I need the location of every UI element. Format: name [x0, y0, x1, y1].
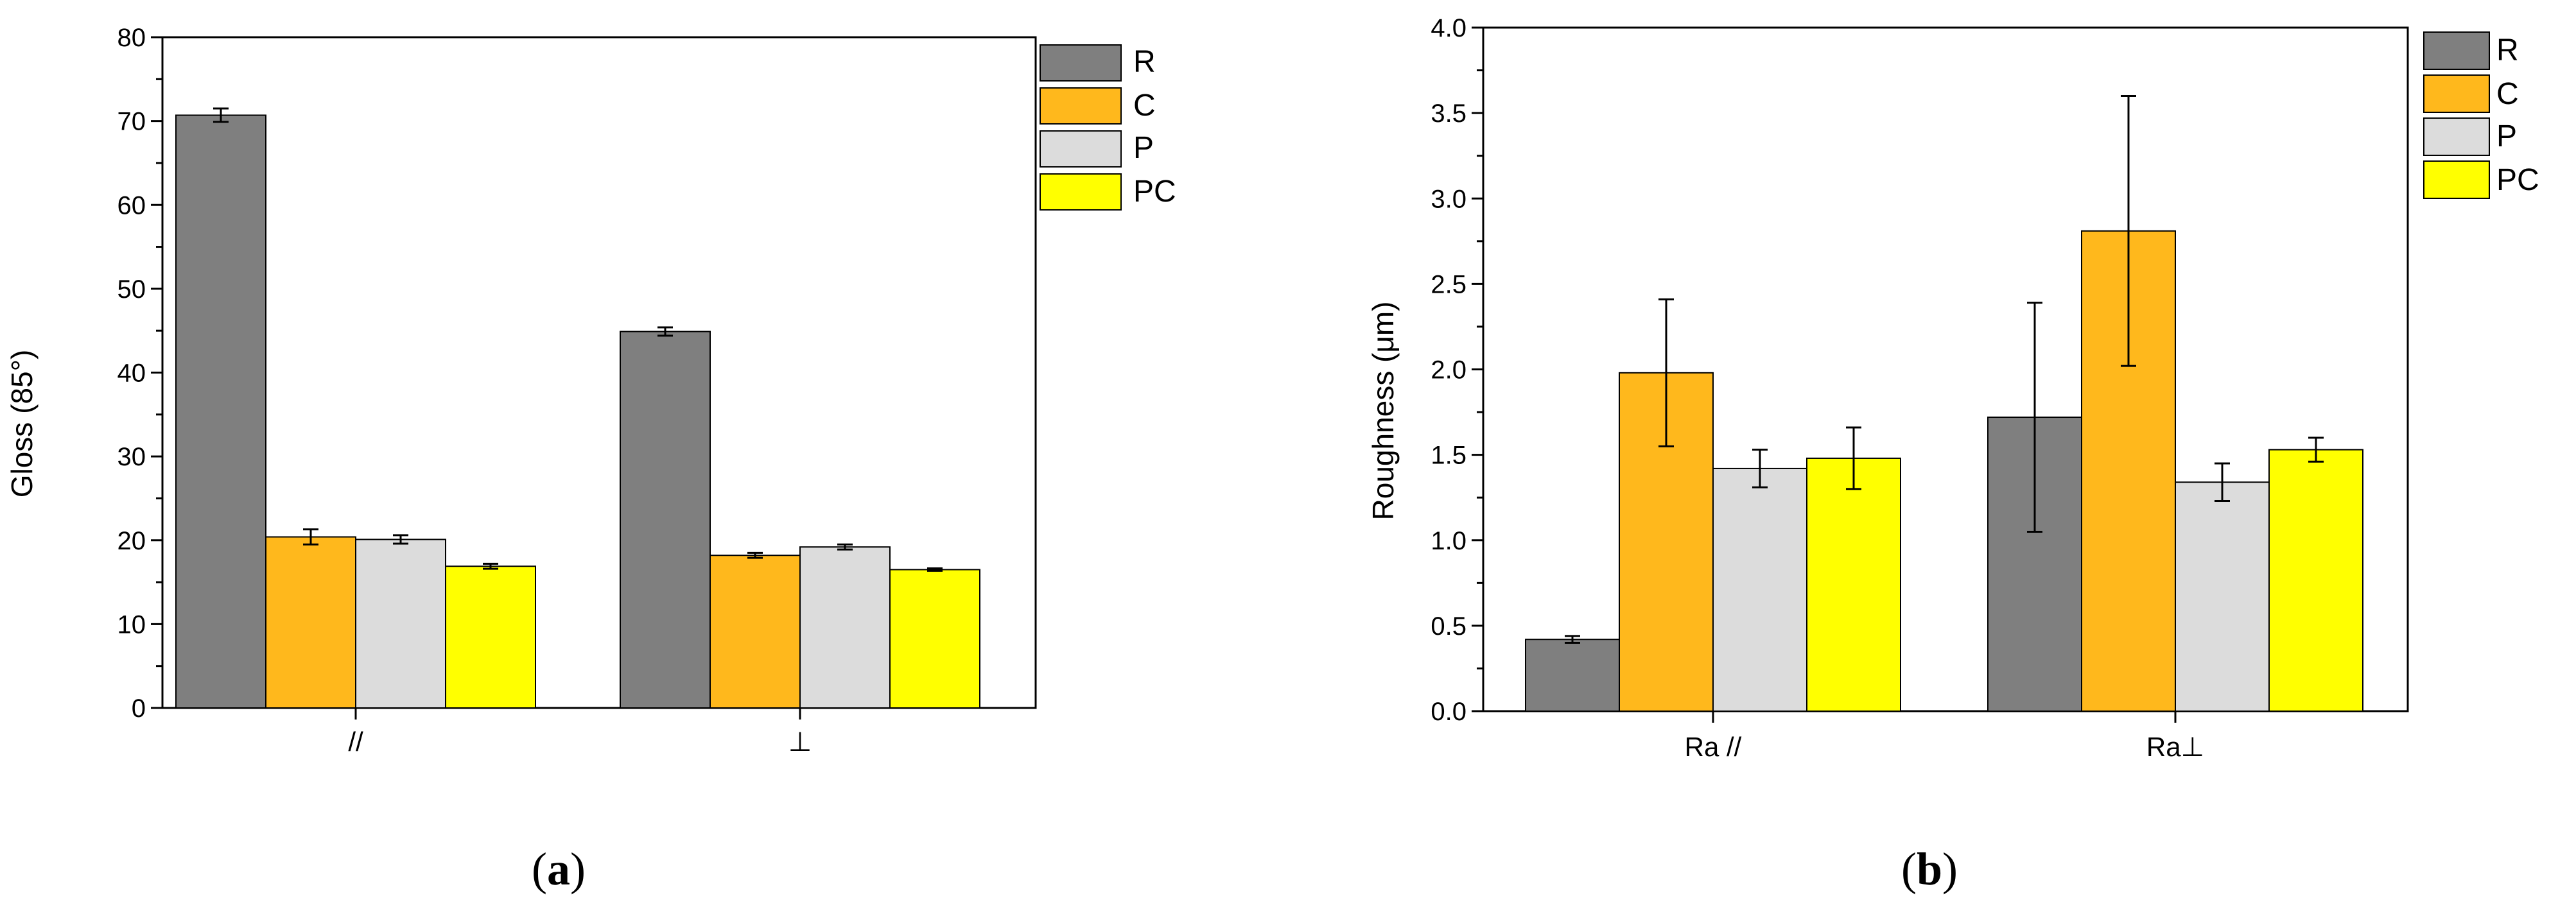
panel-a-bar-pc-0: [445, 565, 536, 709]
panel-b-chart: Roughness (μm) Ra // Ra⊥ (b) R C P PC 0.…: [1366, 14, 2539, 895]
panel-b-bar-p-1: [2175, 481, 2270, 712]
panel-b-legend: R C P PC: [2496, 33, 2539, 197]
panel-a-y-axis-title: Gloss (85°): [5, 350, 39, 498]
panel-b-letter: b: [1917, 843, 1942, 895]
panel-a-y-tick-label: 40: [117, 359, 146, 388]
panel-b-legend-swatch-c: [2423, 74, 2490, 113]
panel-b-bar-r-0: [1525, 639, 1620, 712]
panel-a-legend-swatch-c: [1040, 87, 1122, 125]
panel-a-legend-label-r: R: [1133, 45, 1156, 79]
panel-a-letter: a: [547, 843, 570, 895]
panel-b-bar-pc-0: [1806, 457, 1901, 712]
panel-b-y-tick-label: 1.5: [1431, 442, 1466, 470]
panel-b-y-tick-label: 4.0: [1431, 14, 1466, 42]
panel-a-y-tick-label: 50: [117, 275, 146, 304]
panel-b-y-tick-label: 3.0: [1431, 185, 1466, 213]
panel-a-legend: R C P PC: [1133, 45, 1176, 209]
panel-a-legend-label-pc: PC: [1133, 175, 1176, 209]
panel-a-y-tick-label: 10: [117, 610, 146, 639]
panel-b-y-axis-title: Roughness (μm): [1366, 302, 1400, 521]
panel-a-legend-label-c: C: [1133, 89, 1156, 123]
panel-a-bar-p-1: [799, 546, 891, 709]
panel-a-y-tick-label: 0: [132, 694, 146, 723]
panel-a-bar-p-0: [355, 539, 446, 709]
panel-b-bar-p-0: [1712, 467, 1807, 712]
panel-a-label: (a): [532, 843, 586, 895]
panel-a-bar-r-1: [620, 331, 711, 709]
panel-b-y-tick-label: 2.0: [1431, 356, 1466, 384]
panel-b-legend-swatch-r: [2423, 31, 2490, 70]
panel-a-legend-swatch-p: [1040, 130, 1122, 168]
panel-a-category-label-1: ⊥: [788, 727, 812, 757]
panel-a-legend-swatch-pc: [1040, 173, 1122, 211]
panel-b-y-tick-label: 1.0: [1431, 527, 1466, 555]
panel-a-chart: Gloss (85°) // ⊥ (a) R C P PC 0 10 20 30 40 5…: [5, 24, 1176, 895]
panel-a-y-tick-label: 60: [117, 191, 146, 220]
panel-b-legend-label-p: P: [2496, 119, 2517, 153]
panel-a-bar-c-1: [709, 555, 801, 709]
panel-b-y-tick-label: 2.5: [1431, 270, 1466, 298]
panel-b-category-label-1: Ra⊥: [2146, 732, 2204, 762]
panel-a-y-tick-label: 30: [117, 443, 146, 471]
panel-a-category-label-0: //: [348, 727, 363, 757]
panel-b-bar-pc-1: [2268, 449, 2363, 712]
panel-b-legend-swatch-p: [2423, 117, 2490, 156]
panel-b-legend-label-c: C: [2496, 77, 2519, 111]
panel-b-legend-label-pc: PC: [2496, 163, 2539, 197]
panel-b-category-label-0: Ra //: [1685, 732, 1742, 762]
panel-a-y-tick-label: 20: [117, 527, 146, 555]
panel-b-legend-label-r: R: [2496, 33, 2519, 67]
panel-a-bar-pc-1: [889, 569, 980, 709]
panel-b-y-tick-label: 3.5: [1431, 99, 1466, 128]
panel-b-label: (b): [1901, 843, 1958, 895]
panel-a-bar-r-0: [175, 114, 266, 709]
panel-b-y-tick-label: 0.5: [1431, 612, 1466, 641]
panel-a-y-tick-label: 70: [117, 108, 146, 136]
panel-a-legend-swatch-r: [1040, 44, 1122, 82]
panel-a-bar-c-0: [265, 536, 356, 709]
panel-a-legend-label-p: P: [1133, 131, 1154, 165]
panel-b-legend-swatch-pc: [2423, 160, 2490, 199]
panel-b-y-tick-label: 0.0: [1431, 698, 1466, 726]
panel-a-y-tick-label: 80: [117, 24, 146, 52]
